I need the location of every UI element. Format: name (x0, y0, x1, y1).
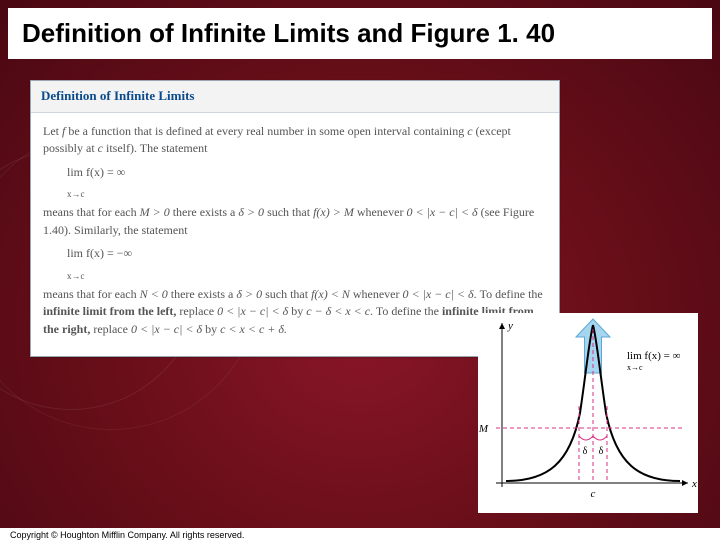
svg-text:δ: δ (599, 446, 604, 457)
svg-text:x: x (691, 478, 697, 490)
def-para-1: Let f be a function that is defined at e… (43, 123, 547, 158)
footer-bar: Copyright © Houghton Mifflin Company. Al… (0, 528, 720, 548)
equation-1: lim f(x) = ∞ x→c (67, 164, 547, 199)
slide-title: Definition of Infinite Limits and Figure… (8, 8, 712, 59)
svg-text:c: c (591, 488, 596, 500)
svg-text:δ: δ (583, 446, 588, 457)
svg-text:y: y (507, 320, 513, 332)
figure-svg: Mδδ c x y lim f(x) = ∞x→c (478, 313, 698, 513)
figure-1-40: Mδδ c x y lim f(x) = ∞x→c (478, 313, 698, 513)
copyright-text: Copyright © Houghton Mifflin Company. Al… (10, 530, 244, 540)
def-para-2: means that for each M > 0 there exists a… (43, 204, 547, 239)
def-para-3: means that for each N < 0 there exists a… (43, 286, 547, 338)
svg-text:M: M (478, 423, 489, 435)
svg-text:lim f(x) = ∞: lim f(x) = ∞ (627, 350, 681, 362)
svg-text:x→c: x→c (627, 363, 643, 372)
definition-header: Definition of Infinite Limits (31, 81, 559, 113)
equation-2: lim f(x) = −∞ x→c (67, 245, 547, 280)
